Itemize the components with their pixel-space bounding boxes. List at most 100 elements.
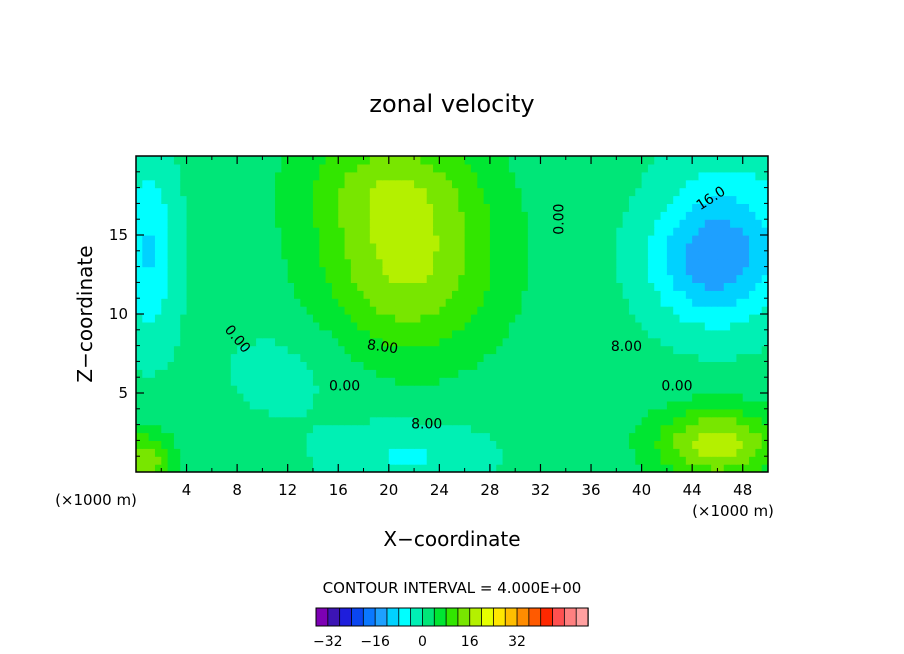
- heatmap-cell: [597, 337, 605, 347]
- x-tick-label: 40: [632, 481, 651, 499]
- heatmap-cell: [275, 408, 282, 418]
- heatmap-cell: [692, 337, 700, 347]
- heatmap-cell: [357, 361, 365, 370]
- heatmap-cell: [414, 242, 421, 252]
- heatmap-cell: [521, 203, 529, 212]
- heatmap-cell: [426, 448, 434, 457]
- heatmap-cell: [521, 187, 529, 197]
- heatmap-cell: [704, 163, 712, 173]
- heatmap-cell: [679, 163, 687, 173]
- heatmap-cell: [489, 345, 497, 355]
- heatmap-cell: [470, 416, 478, 426]
- heatmap-cell: [249, 250, 257, 260]
- heatmap-cell: [382, 314, 390, 323]
- heatmap-cell: [704, 156, 712, 165]
- heatmap-cell: [275, 203, 282, 212]
- heatmap-cell: [470, 432, 478, 441]
- heatmap-cell: [572, 464, 579, 472]
- heatmap-cell: [565, 298, 573, 307]
- heatmap-cell: [230, 266, 238, 276]
- heatmap-cell: [508, 250, 516, 260]
- heatmap-cell: [376, 306, 384, 315]
- heatmap-cell: [628, 274, 636, 283]
- heatmap-cell: [192, 290, 200, 299]
- heatmap-cell: [230, 440, 238, 449]
- heatmap-cell: [325, 345, 333, 355]
- heatmap-cell: [489, 235, 497, 244]
- heatmap-cell: [553, 203, 561, 212]
- heatmap-cell: [199, 393, 207, 402]
- heatmap-cell: [704, 211, 712, 220]
- heatmap-cell: [306, 321, 314, 331]
- heatmap-cell: [205, 440, 213, 449]
- heatmap-cell: [622, 171, 630, 181]
- heatmap-cell: [527, 179, 535, 189]
- heatmap-cell: [711, 329, 719, 339]
- heatmap-cell: [281, 345, 289, 355]
- heatmap-cell: [647, 400, 655, 410]
- heatmap-cell: [477, 242, 485, 252]
- heatmap-cell: [338, 282, 346, 291]
- heatmap-cell: [508, 448, 516, 457]
- heatmap-cell: [616, 440, 624, 449]
- heatmap-cell: [376, 456, 384, 465]
- heatmap-cell: [489, 361, 497, 370]
- heatmap-cell: [445, 195, 453, 204]
- heatmap-cell: [414, 219, 421, 228]
- y-tick-label: 15: [109, 226, 128, 244]
- heatmap-cell: [610, 156, 617, 165]
- heatmap-cell: [565, 195, 573, 204]
- heatmap-cell: [559, 361, 567, 370]
- heatmap-cell: [749, 227, 756, 236]
- heatmap-cell: [540, 377, 548, 386]
- heatmap-cell: [692, 408, 700, 418]
- heatmap-cell: [534, 171, 542, 181]
- heatmap-cell: [180, 298, 188, 307]
- heatmap-cell: [256, 211, 263, 220]
- heatmap-cell: [243, 306, 251, 315]
- heatmap-cell: [692, 306, 700, 315]
- heatmap-cell: [148, 195, 156, 204]
- heatmap-cell: [692, 156, 700, 165]
- heatmap-cell: [136, 456, 143, 465]
- heatmap-cell: [180, 211, 188, 220]
- heatmap-cell: [540, 400, 548, 410]
- heatmap-cell: [464, 235, 472, 244]
- heatmap-cell: [294, 314, 301, 323]
- heatmap-cell: [628, 393, 636, 402]
- heatmap-cell: [521, 416, 529, 426]
- heatmap-cell: [433, 266, 440, 276]
- heatmap-cell: [420, 345, 428, 355]
- heatmap-cell: [426, 187, 434, 197]
- heatmap-cell: [496, 171, 504, 181]
- heatmap-cell: [477, 329, 485, 339]
- heatmap-cell: [426, 171, 434, 181]
- heatmap-cell: [173, 203, 181, 212]
- heatmap-cell: [154, 306, 162, 315]
- heatmap-cell: [508, 179, 516, 189]
- heatmap-cell: [723, 456, 731, 465]
- heatmap-cell: [553, 298, 561, 307]
- heatmap-cell: [218, 298, 226, 307]
- heatmap-cell: [515, 400, 523, 410]
- heatmap-cell: [458, 329, 466, 339]
- heatmap-cell: [275, 274, 282, 283]
- heatmap-cell: [161, 298, 169, 307]
- heatmap-cell: [641, 345, 649, 355]
- heatmap-cell: [275, 282, 282, 291]
- heatmap-cell: [186, 337, 194, 347]
- heatmap-cell: [622, 385, 630, 394]
- heatmap-cell: [730, 353, 737, 362]
- heatmap-cell: [192, 266, 200, 276]
- heatmap-cell: [470, 314, 478, 323]
- heatmap-cell: [749, 171, 756, 181]
- heatmap-cell: [610, 266, 617, 276]
- heatmap-cell: [376, 203, 384, 212]
- heatmap-cell: [597, 400, 605, 410]
- colorbar-swatch: [445, 607, 459, 627]
- heatmap-cell: [458, 345, 466, 355]
- heatmap-cell: [344, 432, 352, 441]
- heatmap-cell: [357, 179, 365, 189]
- heatmap-cell: [534, 266, 542, 276]
- heatmap-cell: [508, 353, 516, 362]
